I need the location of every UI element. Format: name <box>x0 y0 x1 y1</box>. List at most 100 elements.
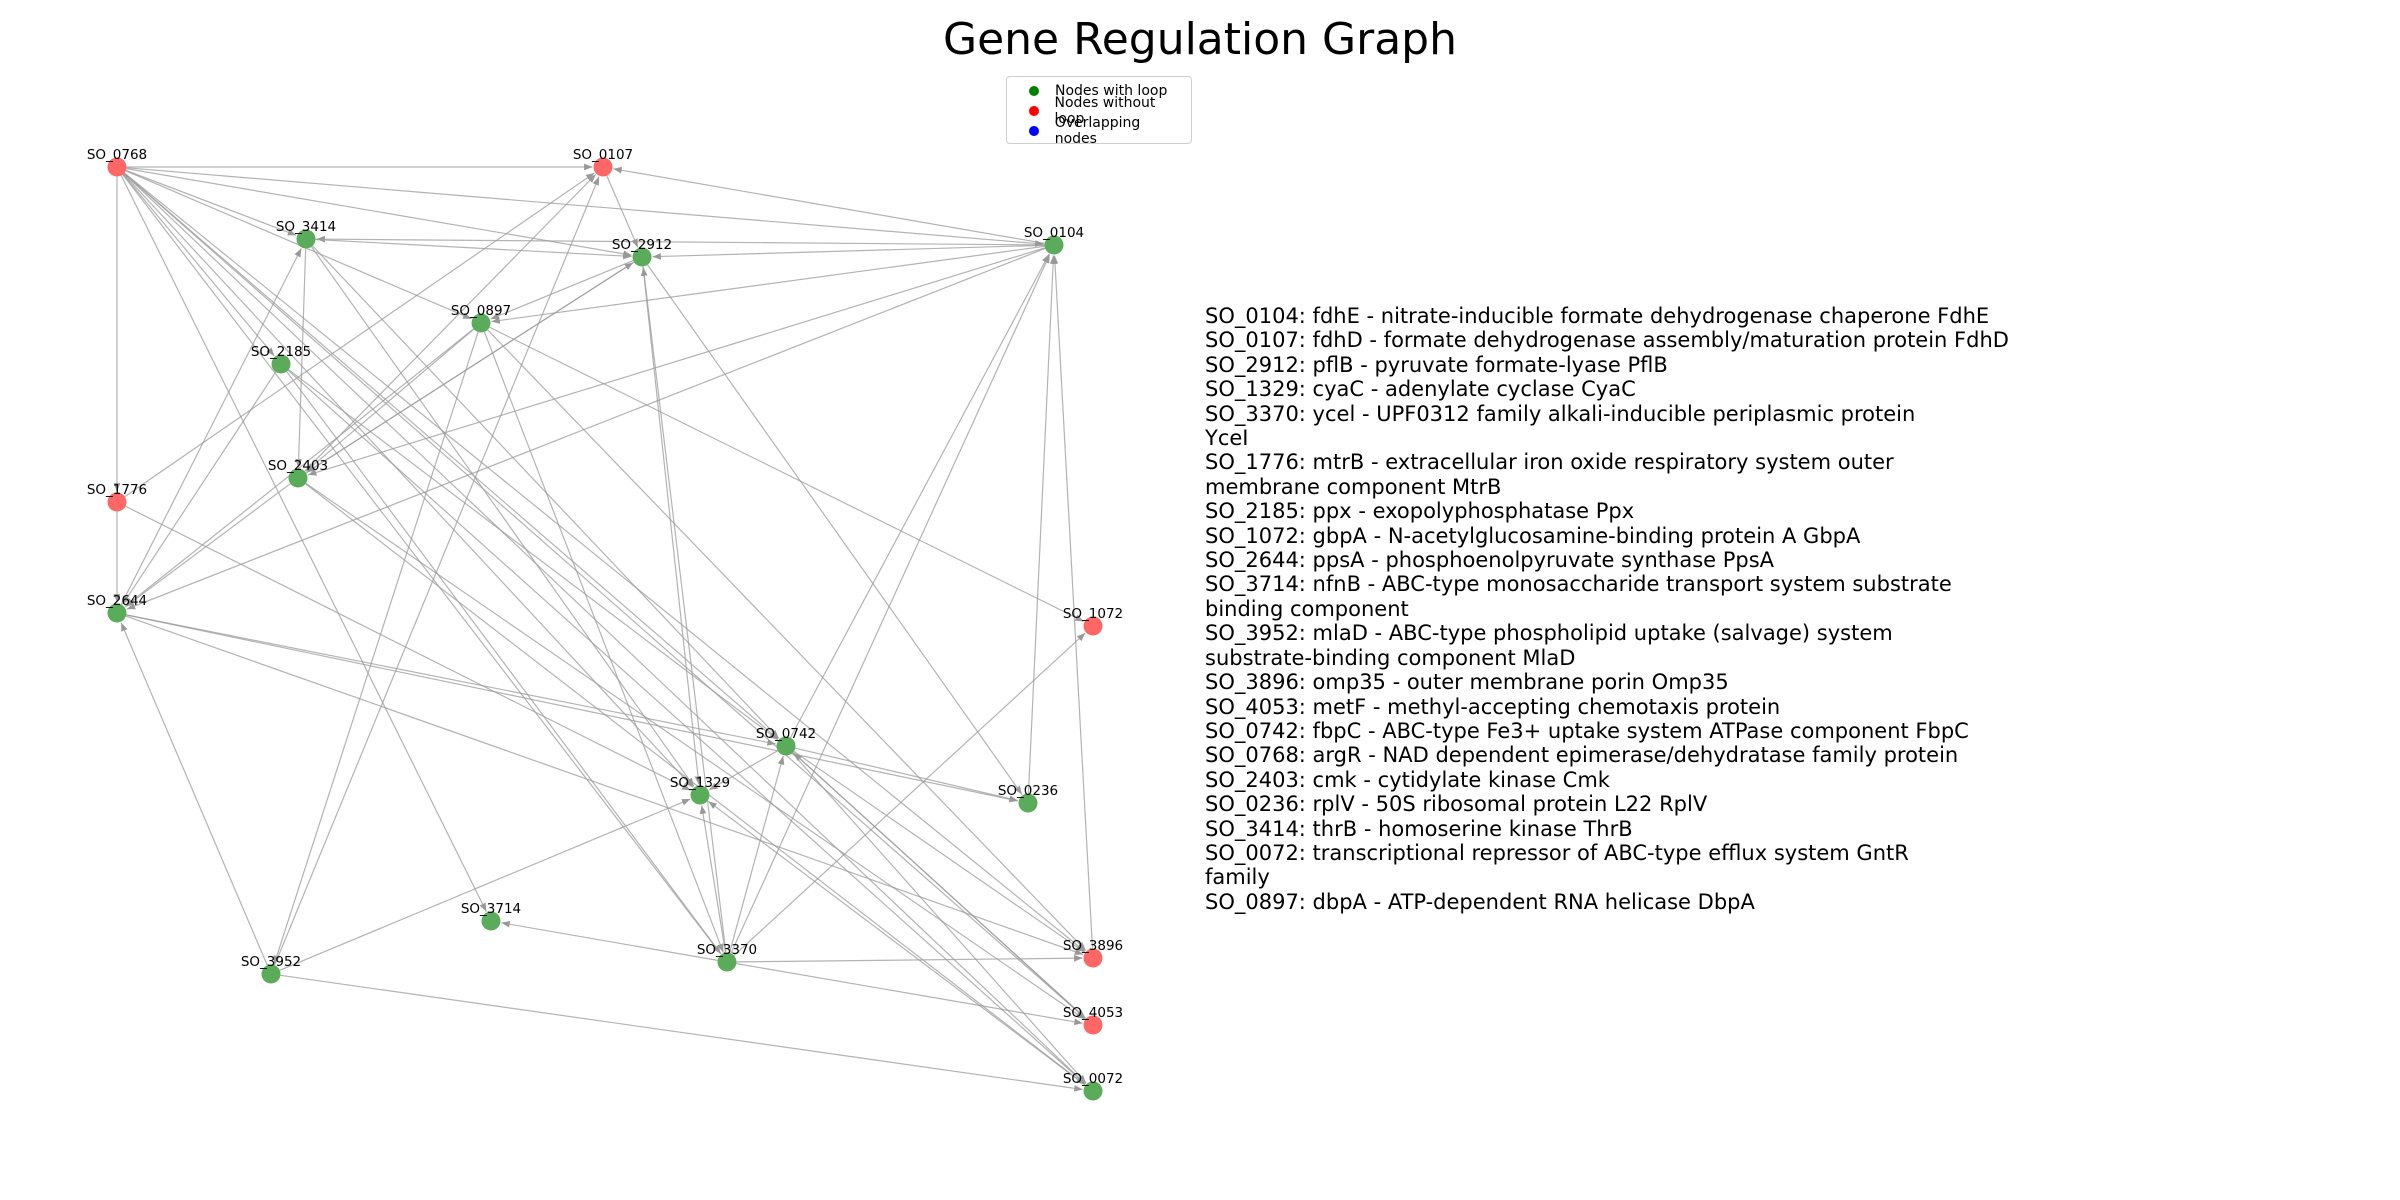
node-label-SO_3370: SO_3370 <box>697 942 757 958</box>
edge-SO_3414-to-SO_2912 <box>315 238 632 260</box>
description-line: SO_2185: ppx - exopolyphosphatase Ppx <box>1205 499 1635 524</box>
edge-SO_3370-to-SO_3896 <box>736 954 1083 963</box>
edge-SO_0768-to-SO_0742 <box>123 172 779 740</box>
node-label-SO_2912: SO_2912 <box>612 237 672 253</box>
edge-SO_3370-to-SO_0104 <box>730 254 1051 954</box>
node-SO_0897 <box>471 313 491 333</box>
edge-SO_0768-to-SO_0104 <box>126 167 1044 247</box>
node-SO_2644 <box>107 603 127 623</box>
node-label-SO_2403: SO_2403 <box>268 458 328 474</box>
node-label-SO_0768: SO_0768 <box>87 147 147 163</box>
node-SO_4053 <box>1083 1015 1103 1035</box>
description-line: SO_0236: rplV - 50S ribosomal protein L2… <box>1205 792 1708 817</box>
edge-SO_0104-to-SO_3414 <box>316 235 1045 246</box>
edge-SO_3370-to-SO_2912 <box>640 267 727 953</box>
edge-SO_0768-to-SO_3896 <box>124 172 1086 952</box>
description-line: SO_2403: cmk - cytidylate kinase Cmk <box>1205 767 1610 792</box>
edge-SO_2644-to-SO_3414 <box>120 248 302 605</box>
description-line: SO_0072: transcriptional repressor of AB… <box>1205 840 1909 865</box>
node-label-SO_1072: SO_1072 <box>1063 606 1123 622</box>
edge-SO_0768-to-SO_3714 <box>120 175 487 912</box>
edge-SO_2403-to-SO_0072 <box>305 483 1086 1086</box>
edge-SO_3370-to-SO_3714 <box>501 920 718 961</box>
node-SO_1329 <box>690 785 710 805</box>
node-label-SO_3952: SO_3952 <box>241 954 301 970</box>
node-label-SO_1776: SO_1776 <box>87 482 147 498</box>
description-line: SO_3714: nfnB - ABC-type monosaccharide … <box>1205 572 1952 597</box>
description-line: family <box>1205 865 1270 890</box>
edges-layer <box>113 163 1094 1092</box>
edge-SO_2185-to-SO_3370 <box>286 371 722 954</box>
description-line: SO_3414: thrB - homoserine kinase ThrB <box>1205 816 1633 841</box>
description-line: binding component <box>1205 596 1409 621</box>
node-SO_3952 <box>261 964 281 984</box>
legend-item-no-loop: Nodes without loop <box>1015 95 1183 127</box>
edge-SO_3414-to-SO_2403 <box>295 248 307 468</box>
node-SO_0236 <box>1018 793 1038 813</box>
edge-SO_3370-to-SO_0742 <box>728 755 785 953</box>
labels-layer: SO_0768 SO_0107 SO_0104 SO_3414 SO_2912 SO_08… <box>87 147 1123 1087</box>
edge-SO_1776-to-SO_0107 <box>124 172 595 498</box>
description-line: SO_0897: dbpA - ATP-dependent RNA helica… <box>1205 889 1755 914</box>
description-line: SO_0107: fdhD - formate dehydrogenase as… <box>1205 328 2009 353</box>
description-line: SO_2644: ppsA - phosphoenolpyruvate synt… <box>1205 548 1775 573</box>
edge-SO_1776-to-SO_1329 <box>125 505 691 791</box>
edge-SO_3370-to-SO_4053 <box>736 963 1083 1026</box>
legend-dot-icon <box>1029 106 1039 116</box>
legend-item-loop: Nodes with loop <box>1015 81 1183 101</box>
edge-SO_3414-to-SO_1329 <box>311 246 695 787</box>
node-SO_3414 <box>296 229 316 249</box>
edge-SO_0897-to-SO_2403 <box>305 328 475 472</box>
edge-SO_0768-to-SO_2185 <box>122 173 275 357</box>
node-label-SO_0072: SO_0072 <box>1063 1071 1123 1087</box>
node-SO_3896 <box>1083 948 1103 968</box>
description-line: SO_4053: metF - methyl-accepting chemota… <box>1205 694 1781 719</box>
description-line: YceI <box>1205 426 1249 451</box>
legend-item-overlapping: Overlapping nodes <box>1015 115 1183 147</box>
node-SO_0742 <box>776 736 796 756</box>
edge-SO_2912-to-SO_0897 <box>490 260 634 320</box>
edge-SO_2644-to-SO_0742 <box>126 614 776 746</box>
edge-SO_3952-to-SO_0072 <box>280 974 1083 1092</box>
edge-SO_0768-to-SO_4053 <box>123 172 1086 1019</box>
edge-SO_0104-to-SO_2912 <box>652 244 1045 260</box>
edge-SO_0897-to-SO_3896 <box>487 329 1087 951</box>
edge-SO_0768-to-SO_1329 <box>123 173 694 788</box>
edge-SO_0768-to-SO_3414 <box>125 169 297 236</box>
legend-label: Nodes with loop <box>1055 83 1168 99</box>
edge-SO_0104-to-SO_2644 <box>126 247 1046 610</box>
edge-SO_2912-to-SO_0236 <box>646 264 1023 795</box>
edge-SO_0107-to-SO_2912 <box>606 175 639 248</box>
edge-SO_0897-to-SO_3952 <box>273 331 479 965</box>
node-SO_1072 <box>1083 616 1103 636</box>
edge-SO_0104-to-SO_0897 <box>491 245 1045 324</box>
node-SO_2403 <box>288 468 308 488</box>
edge-SO_2403-to-SO_0107 <box>304 174 597 472</box>
edge-SO_0742-to-SO_0236 <box>795 747 1018 802</box>
node-label-SO_0236: SO_0236 <box>998 783 1058 799</box>
edge-SO_3370-to-SO_1329 <box>699 805 727 953</box>
edge-SO_2644-to-SO_0236 <box>126 614 1018 803</box>
edge-SO_2912-to-SO_1329 <box>642 266 702 785</box>
edge-SO_0897-to-SO_3370 <box>483 331 724 953</box>
legend: Nodes with loop Nodes without loop Overl… <box>1006 76 1192 147</box>
edge-SO_3370-to-SO_1072 <box>733 632 1086 957</box>
gene-descriptions: SO_0104: fdhE - nitrate-inducible format… <box>1205 304 2065 914</box>
node-label-SO_3714: SO_3714 <box>461 901 521 917</box>
edge-SO_2403-to-SO_2912 <box>305 262 634 474</box>
edge-SO_0742-to-SO_3896 <box>793 750 1085 953</box>
node-label-SO_0107: SO_0107 <box>573 147 633 163</box>
description-line: SO_3952: mlaD - ABC-type phospholipid up… <box>1205 621 1893 646</box>
edge-SO_0236-to-SO_0104 <box>1027 255 1057 794</box>
edge-SO_0768-to-SO_0072 <box>123 173 1086 1085</box>
edge-SO_0897-to-SO_2644 <box>124 328 474 607</box>
node-SO_2912 <box>632 247 652 267</box>
edge-SO_0742-to-SO_0104 <box>789 253 1050 738</box>
node-SO_1776 <box>107 492 127 512</box>
legend-dot-icon <box>1029 86 1039 96</box>
node-label-SO_3896: SO_3896 <box>1063 938 1123 954</box>
node-SO_0104 <box>1044 235 1064 255</box>
node-label-SO_3414: SO_3414 <box>276 219 336 235</box>
chart-title: Gene Regulation Graph <box>942 14 1457 65</box>
description-line: SO_0742: fbpC - ABC-type Fe3+ uptake sys… <box>1205 718 1969 743</box>
